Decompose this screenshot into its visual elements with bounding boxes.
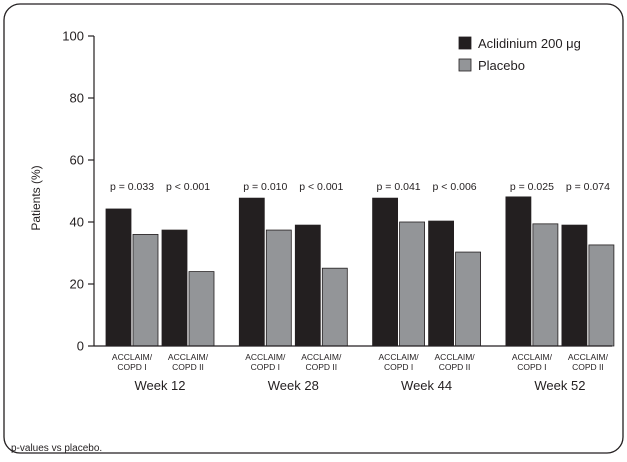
y-tick-label-2: 40	[70, 215, 84, 230]
bar-week44-s1-aclidinium	[372, 197, 399, 347]
group-label: Week 44	[401, 378, 452, 393]
bar-week44-s1-placebo	[399, 221, 426, 347]
category-labels: p = 0.033 ACCLAIM/COPD I p < 0.001 ACCLAIM/…	[110, 181, 610, 393]
y-tick-label-3: 60	[70, 153, 84, 168]
bar-week12-s1-placebo	[132, 233, 159, 347]
legend: Aclidinium 200 μg Placebo	[458, 36, 581, 73]
y-axis-label: Patients (%)	[29, 165, 43, 230]
bar-week12-s2-placebo	[188, 271, 215, 347]
subgroup-label-line2: COPD II	[305, 362, 337, 372]
subgroup-label-line2: COPD I	[117, 362, 146, 372]
p-value-label: p = 0.041	[377, 181, 421, 193]
p-value-label: p = 0.010	[243, 181, 287, 193]
subgroup-label-line2: COPD I	[517, 362, 546, 372]
p-value-label: p = 0.025	[510, 181, 554, 193]
subgroup-label-line2: COPD I	[251, 362, 280, 372]
subgroup-label-line1: ACCLAIM/	[168, 352, 209, 362]
subgroup-label-line2: COPD II	[172, 362, 204, 372]
bar-week28-s2-placebo	[321, 267, 348, 347]
bar-week28-s1-placebo	[265, 229, 292, 347]
p-value-label: p = 0.033	[110, 181, 154, 193]
footnote: p-values vs placebo.	[11, 443, 102, 454]
bar-week52-s1-aclidinium	[505, 196, 532, 347]
subgroup-label-line2: COPD I	[384, 362, 413, 372]
subgroup-label-line1: ACCLAIM/	[512, 352, 553, 362]
p-value-label: p = 0.074	[566, 181, 610, 193]
y-tick-label-5: 100	[62, 29, 84, 44]
group-label: Week 52	[534, 378, 585, 393]
subgroup-label-line1: ACCLAIM/	[568, 352, 609, 362]
p-value-label: p < 0.001	[299, 181, 343, 193]
bar-week44-s2-aclidinium	[428, 220, 455, 347]
bar-week52-s1-placebo	[532, 223, 559, 347]
p-value-label: p < 0.001	[166, 181, 210, 193]
y-axis: 0 20 40 60 80 100	[62, 29, 95, 354]
legend-swatch-2	[458, 58, 472, 72]
subgroup-label-line1: ACCLAIM/	[435, 352, 476, 362]
p-value-label: p < 0.006	[433, 181, 477, 193]
bar-week52-s2-aclidinium	[561, 224, 588, 347]
legend-label-1: Aclidinium 200 μg	[478, 36, 581, 51]
legend-label-2: Placebo	[478, 58, 525, 73]
y-tick-label-4: 80	[70, 91, 84, 106]
bar-week28-s1-aclidinium	[238, 197, 265, 347]
legend-swatch-1	[458, 36, 472, 50]
bar-week12-s2-aclidinium	[161, 229, 188, 347]
subgroup-label-line2: COPD II	[439, 362, 471, 372]
subgroup-label-line1: ACCLAIM/	[245, 352, 286, 362]
subgroup-label-line1: ACCLAIM/	[379, 352, 420, 362]
bar-week52-s2-placebo	[588, 244, 615, 347]
group-label: Week 12	[134, 378, 185, 393]
subgroup-label-line2: COPD II	[572, 362, 604, 372]
bar-week44-s2-placebo	[455, 251, 482, 347]
subgroup-label-line1: ACCLAIM/	[112, 352, 153, 362]
bars	[94, 196, 615, 347]
y-tick-label-0: 0	[77, 339, 84, 354]
bar-week28-s2-aclidinium	[294, 224, 321, 347]
subgroup-label-line1: ACCLAIM/	[301, 352, 342, 362]
group-label: Week 28	[268, 378, 319, 393]
bar-week12-s1-aclidinium	[105, 208, 132, 347]
y-tick-label-1: 20	[70, 277, 84, 292]
